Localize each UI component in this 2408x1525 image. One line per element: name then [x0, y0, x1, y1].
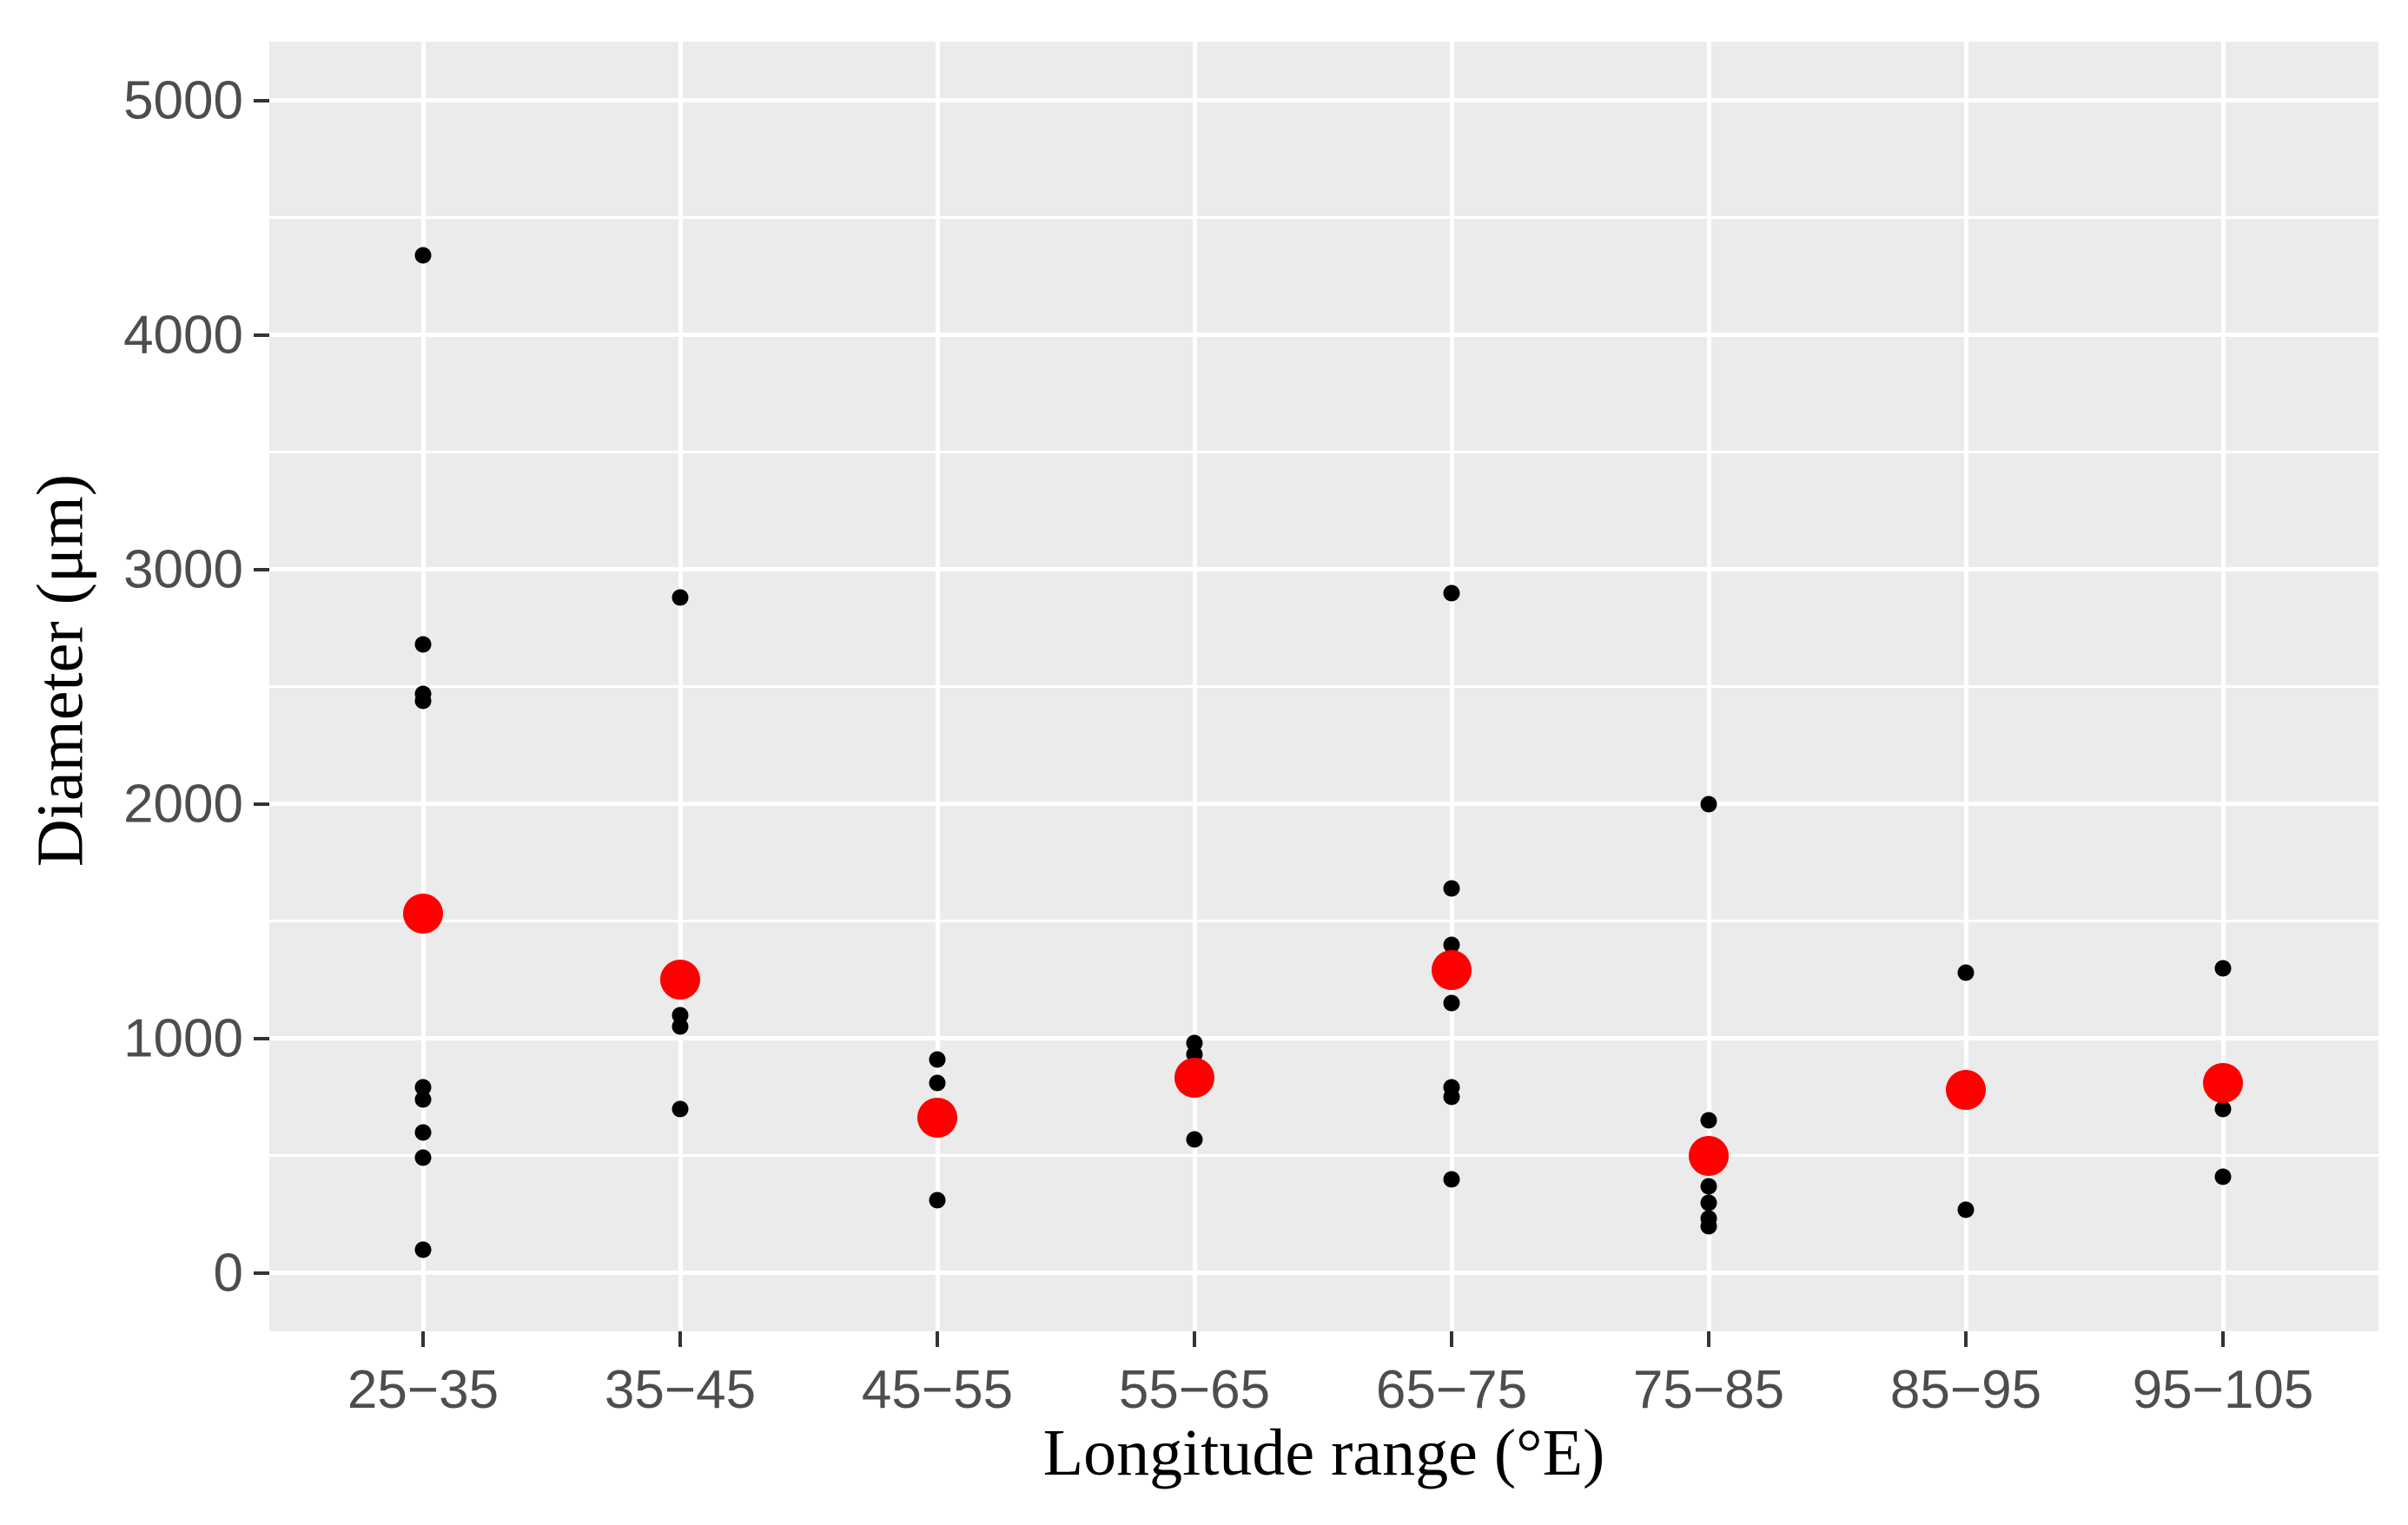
x-gridline — [935, 42, 940, 1331]
data-point — [414, 692, 432, 710]
y-tick-label: 0 — [213, 1243, 243, 1303]
y-tick-label: 3000 — [123, 539, 243, 599]
y-gridline-major — [269, 333, 2378, 337]
x-tick-mark — [678, 1331, 682, 1347]
x-gridline — [2220, 42, 2226, 1331]
data-point — [1700, 1194, 1717, 1211]
data-point — [929, 1192, 946, 1209]
x-tick-label: 75−85 — [1632, 1360, 1785, 1420]
y-gridline-minor — [269, 451, 2378, 453]
x-tick-label: 35−45 — [604, 1360, 757, 1420]
y-tick-mark — [254, 802, 269, 806]
x-gridline — [1192, 42, 1197, 1331]
data-point — [1443, 880, 1460, 897]
mean-point — [1946, 1069, 1986, 1110]
x-tick-mark — [421, 1331, 425, 1347]
mean-point — [1689, 1135, 1729, 1176]
y-gridline-major — [269, 802, 2378, 806]
x-tick-mark — [1450, 1331, 1453, 1347]
mean-point — [1174, 1058, 1214, 1099]
y-gridline-minor — [269, 920, 2378, 922]
y-tick-mark — [254, 1271, 269, 1275]
data-point — [414, 247, 432, 264]
y-axis-title: Diameter (μm) — [23, 473, 97, 867]
y-gridline-minor — [269, 216, 2378, 219]
x-gridline — [1963, 42, 1968, 1331]
y-tick-mark — [254, 567, 269, 571]
data-point — [1700, 1178, 1717, 1195]
data-point — [1443, 994, 1460, 1012]
data-point — [2214, 1168, 2232, 1185]
data-point — [1957, 1201, 1975, 1218]
data-point — [1443, 936, 1460, 953]
y-tick-mark — [254, 98, 269, 102]
x-tick-mark — [1193, 1331, 1196, 1347]
x-tick-mark — [1707, 1331, 1710, 1347]
mean-point — [917, 1098, 957, 1139]
x-tick-label: 65−75 — [1375, 1360, 1528, 1420]
mean-point — [660, 960, 700, 1000]
y-tick-label: 2000 — [123, 774, 243, 834]
data-point — [1700, 1112, 1717, 1129]
y-gridline-major — [269, 98, 2378, 102]
x-tick-mark — [1964, 1331, 1968, 1347]
y-gridline-minor — [269, 685, 2378, 688]
x-gridline — [1706, 42, 1711, 1331]
plot-panel — [269, 42, 2378, 1331]
data-point — [414, 636, 432, 653]
x-tick-label: 55−65 — [1118, 1360, 1271, 1420]
data-point — [1443, 1171, 1460, 1187]
x-gridline — [1449, 42, 1454, 1331]
data-point — [1186, 1131, 1203, 1148]
data-point — [414, 1091, 432, 1108]
x-tick-label: 95−105 — [2132, 1360, 2314, 1420]
mean-point — [1432, 950, 1472, 991]
data-point — [414, 1241, 432, 1258]
data-point — [671, 589, 689, 606]
data-point — [1443, 1088, 1460, 1106]
data-point — [929, 1074, 946, 1092]
y-gridline-minor — [269, 1154, 2378, 1157]
data-point — [929, 1051, 946, 1068]
data-point — [1957, 964, 1975, 981]
x-tick-mark — [2221, 1331, 2225, 1347]
data-point — [1700, 796, 1717, 812]
y-gridline-major — [269, 1271, 2378, 1275]
data-point — [1700, 1218, 1717, 1234]
data-point — [414, 1149, 432, 1166]
data-point — [671, 1018, 689, 1035]
y-gridline-major — [269, 1036, 2378, 1040]
x-tick-label: 25−35 — [347, 1360, 499, 1420]
data-point — [2214, 1100, 2232, 1117]
x-tick-label: 45−55 — [861, 1360, 1014, 1420]
x-tick-mark — [936, 1331, 939, 1347]
mean-point — [403, 894, 443, 934]
y-tick-mark — [254, 333, 269, 337]
x-gridline — [678, 42, 683, 1331]
y-tick-label: 1000 — [123, 1008, 243, 1068]
mean-point — [2203, 1062, 2243, 1103]
y-tick-label: 4000 — [123, 305, 243, 365]
data-point — [671, 1100, 689, 1117]
y-tick-mark — [254, 1036, 269, 1040]
x-tick-label: 85−95 — [1889, 1360, 2042, 1420]
x-axis-title: Longitude range (°E) — [1042, 1416, 1605, 1489]
data-point — [414, 1124, 432, 1140]
y-tick-label: 5000 — [123, 70, 243, 130]
data-point — [1443, 584, 1460, 601]
y-gridline-major — [269, 567, 2378, 571]
data-point — [2214, 960, 2232, 976]
